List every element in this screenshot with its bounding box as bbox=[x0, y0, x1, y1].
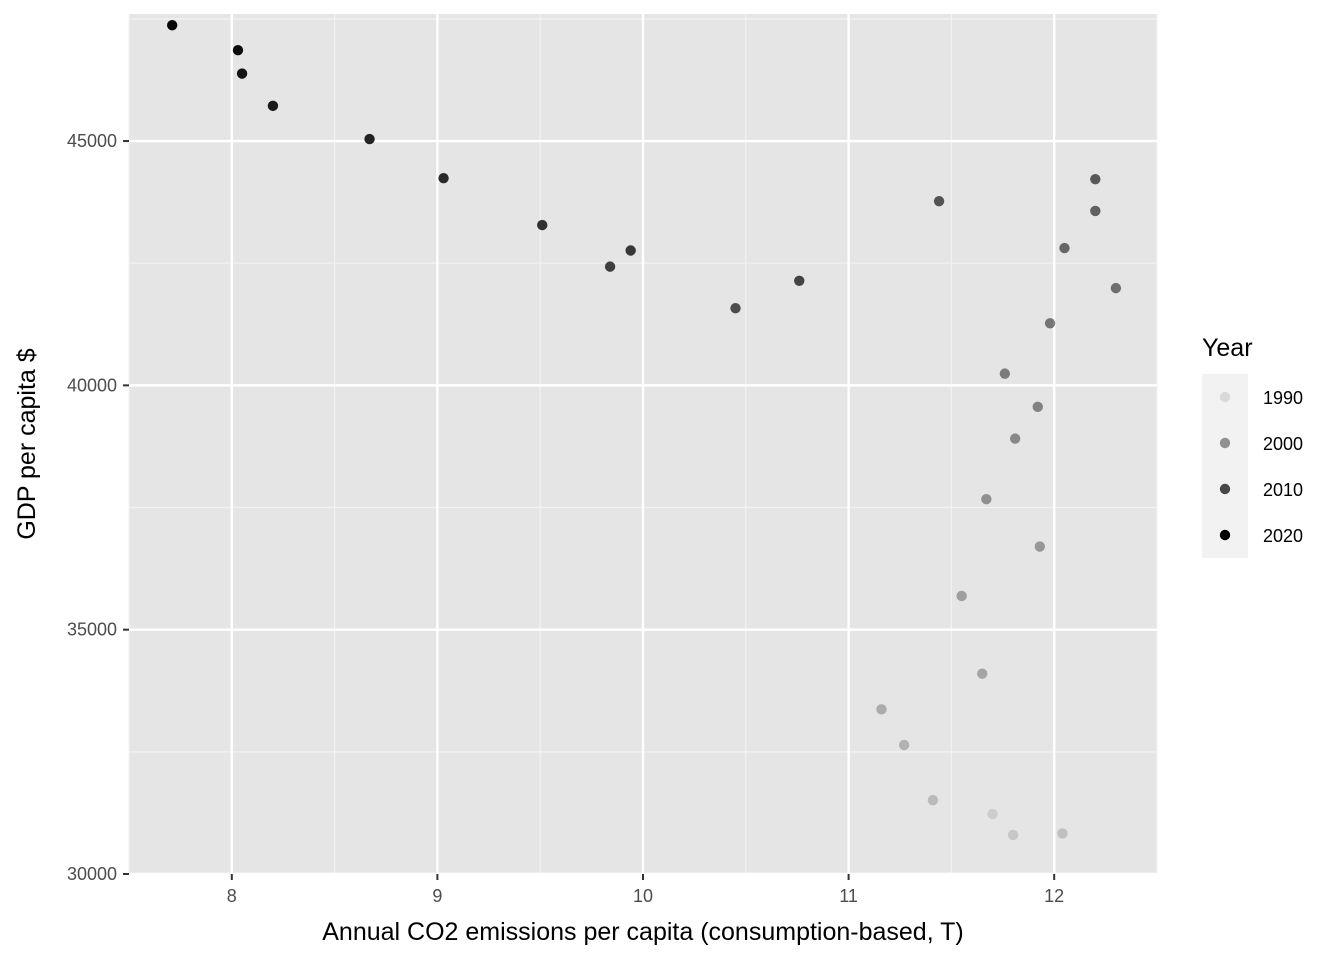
legend-label: 2020 bbox=[1263, 526, 1303, 546]
data-point bbox=[1007, 829, 1019, 841]
data-point bbox=[625, 245, 636, 256]
y-axis-title: GDP per capita $ bbox=[13, 348, 41, 539]
data-point bbox=[1090, 205, 1101, 217]
data-point bbox=[977, 668, 988, 679]
legend-label: 2000 bbox=[1263, 434, 1303, 454]
data-point bbox=[927, 795, 939, 806]
data-point bbox=[981, 494, 992, 505]
data-point bbox=[956, 590, 967, 602]
legend-label: 1990 bbox=[1263, 388, 1303, 408]
data-point bbox=[1059, 242, 1070, 254]
legend-key bbox=[1219, 529, 1231, 541]
data-point bbox=[438, 172, 449, 184]
legend-key bbox=[1219, 437, 1231, 449]
data-point bbox=[1110, 282, 1122, 294]
data-points bbox=[166, 20, 1122, 841]
data-point bbox=[1009, 433, 1021, 444]
data-point bbox=[364, 133, 375, 145]
data-point bbox=[1057, 828, 1068, 839]
data-point bbox=[236, 68, 248, 79]
y-axis: 30000 35000 40000 45000 bbox=[67, 131, 129, 884]
data-point bbox=[1034, 541, 1046, 552]
data-point bbox=[232, 44, 244, 56]
major-gridlines bbox=[129, 14, 1157, 876]
legend-key bbox=[1219, 483, 1231, 495]
data-point bbox=[166, 20, 178, 31]
data-point bbox=[794, 275, 805, 286]
x-tick-label: 9 bbox=[432, 886, 442, 906]
data-point bbox=[1044, 318, 1056, 329]
legend-key-background bbox=[1202, 374, 1248, 558]
data-point bbox=[933, 195, 945, 207]
data-point bbox=[604, 261, 616, 272]
x-axis: 8 9 10 11 12 bbox=[227, 874, 1064, 906]
data-point bbox=[898, 739, 910, 751]
data-point bbox=[876, 704, 887, 715]
legend: Year 1990 2000 2010 2020 bbox=[1202, 334, 1303, 558]
data-point bbox=[537, 219, 548, 231]
x-tick-label: 12 bbox=[1044, 886, 1064, 906]
x-axis-title: Annual CO2 emissions per capita (consump… bbox=[322, 918, 964, 946]
data-point bbox=[987, 808, 998, 820]
data-point bbox=[267, 100, 279, 112]
x-tick-label: 8 bbox=[227, 886, 237, 906]
y-tick-label: 45000 bbox=[67, 131, 117, 151]
data-point bbox=[1090, 173, 1101, 185]
x-tick-label: 10 bbox=[633, 886, 653, 906]
x-tick-label: 11 bbox=[839, 886, 858, 906]
data-point bbox=[999, 368, 1011, 379]
y-tick-label: 40000 bbox=[67, 375, 117, 395]
y-tick-label: 30000 bbox=[67, 864, 117, 884]
data-point bbox=[1032, 401, 1043, 413]
legend-label: 2010 bbox=[1263, 480, 1303, 500]
legend-key bbox=[1219, 391, 1231, 403]
data-point bbox=[730, 302, 741, 314]
y-tick-label: 35000 bbox=[67, 620, 117, 640]
legend-title: Year bbox=[1202, 334, 1253, 362]
